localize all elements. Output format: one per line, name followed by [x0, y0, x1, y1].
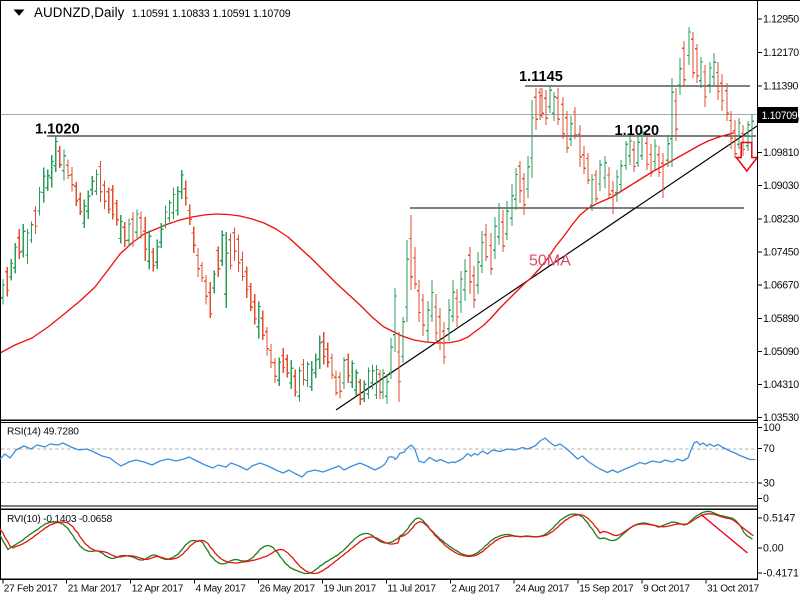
- svg-text:1.11390: 1.11390: [763, 81, 799, 93]
- svg-text:31 Oct 2017: 31 Oct 2017: [707, 584, 760, 595]
- svg-text:26 May 2017: 26 May 2017: [260, 584, 316, 595]
- svg-text:9 Oct 2017: 9 Oct 2017: [643, 584, 690, 595]
- svg-text:1.10591 1.10833 1.10591 1.1070: 1.10591 1.10833 1.10591 1.10709: [132, 8, 291, 20]
- svg-text:RVI(10) -0.1403 -0.0658: RVI(10) -0.1403 -0.0658: [7, 514, 113, 525]
- svg-text:70: 70: [763, 443, 775, 455]
- svg-text:1.09030: 1.09030: [763, 180, 799, 192]
- svg-text:2 Aug 2017: 2 Aug 2017: [451, 584, 500, 595]
- svg-text:1.12950: 1.12950: [763, 14, 799, 26]
- svg-text:1.1145: 1.1145: [519, 69, 563, 85]
- svg-text:27 Feb 2017: 27 Feb 2017: [4, 584, 58, 595]
- svg-text:-0.4171: -0.4171: [763, 568, 799, 580]
- svg-text:50MA: 50MA: [529, 253, 571, 270]
- svg-text:1.07450: 1.07450: [763, 247, 799, 259]
- svg-text:0.00: 0.00: [763, 543, 784, 555]
- svg-text:15 Sep 2017: 15 Sep 2017: [579, 584, 634, 595]
- svg-text:21 Mar 2017: 21 Mar 2017: [68, 584, 122, 595]
- svg-text:1.05090: 1.05090: [763, 346, 799, 358]
- svg-text:30: 30: [763, 478, 775, 490]
- svg-text:100: 100: [763, 422, 781, 434]
- svg-text:1.05890: 1.05890: [763, 313, 799, 325]
- svg-text:1.04310: 1.04310: [763, 379, 799, 391]
- svg-text:11 Jul 2017: 11 Jul 2017: [387, 584, 436, 595]
- svg-text:1.08230: 1.08230: [763, 214, 799, 226]
- svg-text:4 May 2017: 4 May 2017: [196, 584, 247, 595]
- svg-text:1.09810: 1.09810: [763, 147, 799, 159]
- svg-text:12 Apr 2017: 12 Apr 2017: [132, 584, 184, 595]
- svg-text:1.1020: 1.1020: [615, 123, 660, 139]
- svg-text:RSI(14) 49.7280: RSI(14) 49.7280: [7, 427, 79, 438]
- svg-text:1.06670: 1.06670: [763, 280, 799, 292]
- svg-text:24 Aug 2017: 24 Aug 2017: [515, 584, 569, 595]
- svg-text:AUDNZD,Daily: AUDNZD,Daily: [34, 5, 125, 20]
- svg-text:1.1020: 1.1020: [35, 122, 80, 138]
- svg-text:1.03530: 1.03530: [763, 412, 799, 424]
- svg-text:1.12170: 1.12170: [763, 47, 799, 59]
- svg-text:19 Jun 2017: 19 Jun 2017: [323, 584, 376, 595]
- svg-text:0: 0: [763, 493, 769, 505]
- svg-text:0.5147: 0.5147: [763, 513, 796, 525]
- svg-text:1.10709: 1.10709: [762, 110, 798, 122]
